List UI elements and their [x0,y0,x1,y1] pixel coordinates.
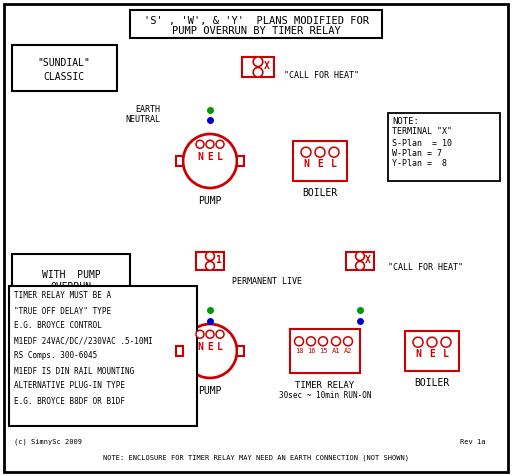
Text: 30sec ~ 10min RUN-ON: 30sec ~ 10min RUN-ON [279,390,371,399]
Text: E: E [207,152,213,162]
Text: L: L [217,342,223,352]
Text: "TRUE OFF DELAY" TYPE: "TRUE OFF DELAY" TYPE [14,307,111,316]
Text: E: E [429,349,435,359]
Text: N: N [303,159,309,169]
Text: "SUNDIAL": "SUNDIAL" [37,58,91,68]
FancyBboxPatch shape [237,346,244,356]
Text: WITH  PUMP: WITH PUMP [41,270,100,280]
Text: RS Comps. 300-6045: RS Comps. 300-6045 [14,351,97,360]
Circle shape [196,140,204,148]
Text: EARTH: EARTH [135,306,160,315]
Text: E.G. BROYCE B8DF OR B1DF: E.G. BROYCE B8DF OR B1DF [14,397,125,406]
Circle shape [315,147,325,157]
Circle shape [331,337,340,346]
FancyBboxPatch shape [12,45,117,91]
FancyBboxPatch shape [237,156,244,166]
FancyBboxPatch shape [346,252,374,270]
Circle shape [329,147,339,157]
Text: N: N [197,342,203,352]
FancyBboxPatch shape [405,331,459,371]
Circle shape [183,134,237,188]
Text: Rev 1a: Rev 1a [460,439,485,445]
Text: ALTERNATIVE PLUG-IN TYPE: ALTERNATIVE PLUG-IN TYPE [14,381,125,390]
Text: (c) SimnySc 2009: (c) SimnySc 2009 [14,439,82,445]
Text: N: N [197,152,203,162]
Text: NEUTRAL: NEUTRAL [125,317,160,326]
FancyBboxPatch shape [242,57,273,77]
Circle shape [216,330,224,338]
Circle shape [356,261,365,270]
Text: PERMANENT LIVE: PERMANENT LIVE [232,278,302,287]
Text: 18: 18 [295,347,303,354]
Text: NOTE: ENCLOSURE FOR TIMER RELAY MAY NEED AN EARTH CONNECTION (NOT SHOWN): NOTE: ENCLOSURE FOR TIMER RELAY MAY NEED… [103,455,409,461]
FancyBboxPatch shape [388,113,500,181]
Circle shape [216,140,224,148]
Text: PUMP: PUMP [198,196,222,206]
Text: 'S' , 'W', & 'Y'  PLANS MODIFIED FOR: 'S' , 'W', & 'Y' PLANS MODIFIED FOR [143,16,369,26]
Text: TIMER RELAY: TIMER RELAY [295,380,355,389]
Circle shape [253,57,263,67]
Circle shape [413,337,423,347]
Text: 15: 15 [319,347,327,354]
Text: L: L [217,152,223,162]
Text: S-Plan  = 10: S-Plan = 10 [392,139,452,148]
Text: A1: A1 [332,347,340,354]
Circle shape [183,324,237,378]
Text: M1EDF IS DIN RAIL MOUNTING: M1EDF IS DIN RAIL MOUNTING [14,367,134,376]
Text: PUMP: PUMP [198,386,222,396]
Circle shape [427,337,437,347]
Text: A2: A2 [344,347,352,354]
Circle shape [206,140,214,148]
Text: "CALL FOR HEAT": "CALL FOR HEAT" [388,264,463,272]
Text: L: L [443,349,449,359]
FancyBboxPatch shape [12,254,130,300]
Text: L: L [331,159,337,169]
FancyBboxPatch shape [9,286,197,426]
Text: NEUTRAL: NEUTRAL [125,116,160,125]
Circle shape [206,261,215,270]
FancyBboxPatch shape [4,4,508,472]
Circle shape [318,337,328,346]
Text: W-Plan = 7: W-Plan = 7 [392,149,442,158]
Text: 16: 16 [307,347,315,354]
Text: TERMINAL "X": TERMINAL "X" [392,128,452,137]
Text: 1: 1 [215,255,221,265]
Text: E: E [207,342,213,352]
Text: "CALL FOR HEAT": "CALL FOR HEAT" [284,71,359,80]
Circle shape [206,330,214,338]
Circle shape [196,330,204,338]
Text: E.G. BROYCE CONTROL: E.G. BROYCE CONTROL [14,321,102,330]
Circle shape [206,252,215,260]
Text: EARTH: EARTH [135,106,160,115]
Circle shape [301,147,311,157]
Circle shape [356,252,365,260]
Text: BOILER: BOILER [414,378,450,388]
FancyBboxPatch shape [293,141,347,181]
Circle shape [344,337,352,346]
Text: M1EDF 24VAC/DC//230VAC .5-10MI: M1EDF 24VAC/DC//230VAC .5-10MI [14,337,153,346]
Text: E: E [317,159,323,169]
Text: PUMP OVERRUN BY TIMER RELAY: PUMP OVERRUN BY TIMER RELAY [172,26,340,36]
FancyBboxPatch shape [290,329,360,373]
Circle shape [253,68,263,77]
Text: CLASSIC: CLASSIC [44,72,84,82]
Circle shape [441,337,451,347]
Text: Y-Plan =  8: Y-Plan = 8 [392,159,447,168]
Text: TIMER RELAY MUST BE A: TIMER RELAY MUST BE A [14,291,111,300]
Text: NOTE:: NOTE: [392,118,419,127]
FancyBboxPatch shape [176,346,183,356]
FancyBboxPatch shape [176,156,183,166]
Text: X: X [365,255,371,265]
Circle shape [294,337,304,346]
FancyBboxPatch shape [196,252,224,270]
Text: BOILER: BOILER [303,188,337,198]
Text: OVERRUN: OVERRUN [51,282,92,292]
Text: N: N [415,349,421,359]
Text: X: X [264,61,269,71]
FancyBboxPatch shape [130,10,382,38]
Circle shape [307,337,315,346]
